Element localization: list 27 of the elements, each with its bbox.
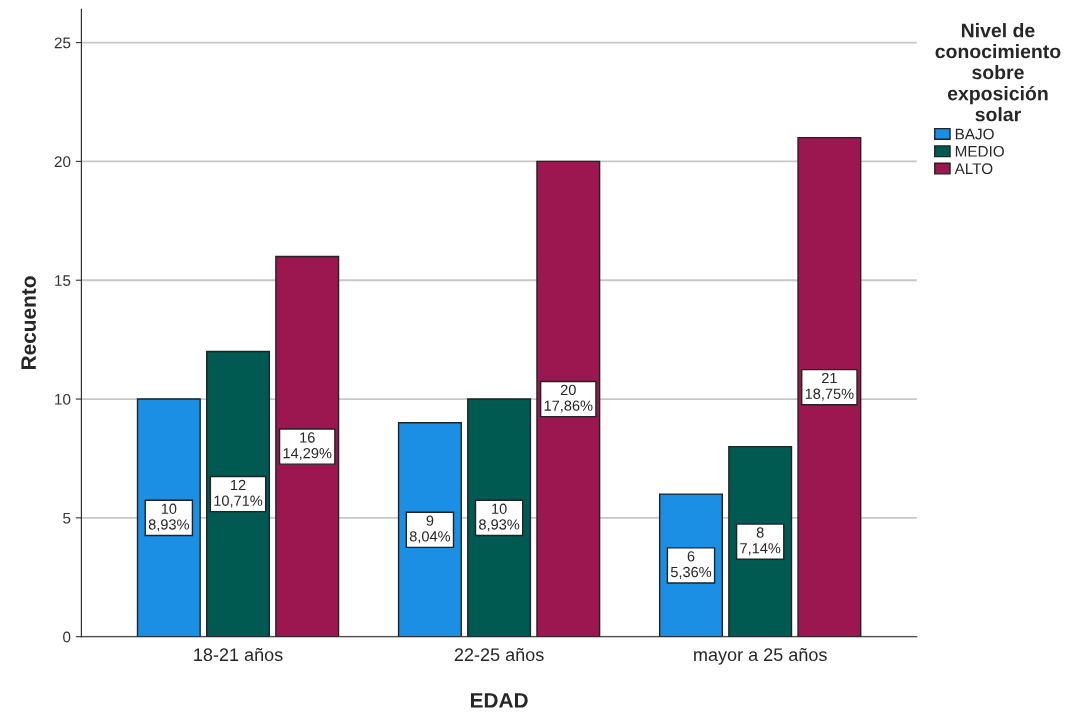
- data-label: 6 5,36%: [670, 551, 712, 579]
- legend-label: BAJO: [955, 128, 994, 140]
- y-tick-label: 5: [63, 512, 71, 524]
- y-tick-label: 25: [54, 37, 71, 49]
- legend-title: Nivel de conocimiento sobre exposición solar: [935, 23, 1061, 122]
- data-label: 21 18,75%: [805, 372, 854, 401]
- bar: [275, 255, 340, 637]
- data-label: 16 14,29%: [283, 432, 332, 461]
- y-tick-label: 15: [55, 275, 71, 286]
- x-axis-title: EDAD: [470, 693, 528, 708]
- x-tick-label: mayor a 25 años: [694, 647, 827, 665]
- legend-label: MEDIO: [955, 145, 1004, 157]
- x-tick-label: 18-21 años: [194, 647, 283, 662]
- x-tick-label: 22-25 años: [454, 647, 544, 662]
- data-label: 10 8,93%: [148, 503, 189, 532]
- data-label: 9 8,04%: [409, 515, 451, 544]
- data-label: 8 7,14%: [740, 527, 781, 556]
- data-label: 12 10,71%: [214, 479, 263, 508]
- bar: [797, 136, 862, 637]
- data-label: 10 8,93%: [479, 503, 520, 532]
- legend-label: ALTO: [954, 163, 993, 175]
- y-tick-label: 20: [54, 156, 71, 168]
- data-label: 20 17,86%: [544, 384, 593, 413]
- y-tick-label: 10: [55, 393, 71, 405]
- bar: [536, 160, 601, 637]
- y-axis-title: Recuento: [21, 276, 36, 370]
- y-tick-label: 0: [63, 631, 71, 643]
